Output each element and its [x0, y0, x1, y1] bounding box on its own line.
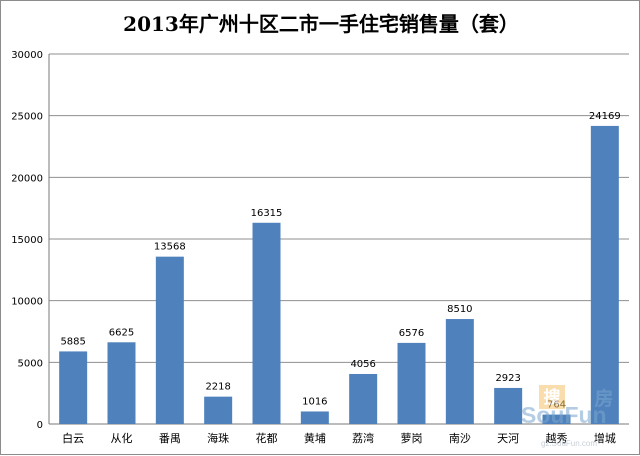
- category-label: 萝岗: [401, 432, 423, 445]
- y-tick-label: 0: [37, 420, 43, 431]
- bar: [252, 222, 281, 424]
- category-label: 越秀: [546, 431, 568, 445]
- category-label: 番禺: [159, 432, 181, 445]
- data-label: 16315: [251, 208, 283, 219]
- data-label: 6576: [399, 328, 424, 339]
- category-label: 海珠: [207, 431, 229, 445]
- y-tick-label: 30000: [11, 50, 43, 61]
- y-tick-label: 15000: [11, 235, 43, 246]
- data-label: 24169: [589, 111, 621, 122]
- watermark-brand: SouFun: [521, 402, 607, 428]
- y-tick-label: 20000: [11, 173, 43, 184]
- data-label: 2923: [495, 373, 520, 384]
- data-label: 6625: [109, 327, 134, 338]
- data-label: 1016: [302, 396, 327, 407]
- bar: [494, 387, 523, 424]
- bar: [204, 396, 233, 424]
- category-label: 南沙: [449, 432, 471, 445]
- watermark-glyph-right: 房: [594, 387, 613, 410]
- data-label: 13568: [154, 242, 186, 253]
- watermark-url: gz.SouFun.com: [541, 439, 597, 448]
- chart-title: 2013年广州十区二市一手住宅销售量（套）: [123, 12, 519, 36]
- bar: [59, 351, 88, 424]
- category-label: 从化: [111, 431, 133, 445]
- category-label: 荔湾: [352, 431, 374, 445]
- labels-layer: 0 5000 10000 15000 20000 25000 30000 5885 白云 6625…: [11, 50, 621, 445]
- bars-layer: [59, 125, 619, 425]
- grid-layer: [48, 53, 629, 425]
- bar: [300, 411, 329, 424]
- category-label: 增城: [594, 431, 616, 445]
- category-label: 花都: [256, 432, 278, 445]
- category-label: 天河: [497, 432, 519, 445]
- watermark-orange-block: [539, 385, 565, 409]
- data-label: 5885: [60, 336, 85, 347]
- bar: [155, 256, 184, 424]
- bar: [542, 414, 571, 424]
- bar: [349, 373, 378, 424]
- bar: [107, 342, 136, 424]
- bar: [445, 319, 474, 424]
- y-tick-label: 10000: [11, 297, 43, 308]
- data-label: 2218: [205, 382, 230, 393]
- category-label: 黄埔: [304, 431, 326, 445]
- data-label: 8510: [447, 304, 472, 315]
- category-label: 白云: [62, 431, 84, 445]
- bar: [397, 342, 426, 424]
- y-tick-label: 5000: [18, 358, 43, 369]
- watermark-glyph-top: 搜: [544, 387, 562, 407]
- soufun-watermark-logo: 搜 房 SouFun gz.SouFun.com: [521, 385, 614, 448]
- bar: [590, 125, 619, 425]
- y-tick-label: 25000: [11, 112, 43, 123]
- data-label: 4056: [350, 359, 375, 370]
